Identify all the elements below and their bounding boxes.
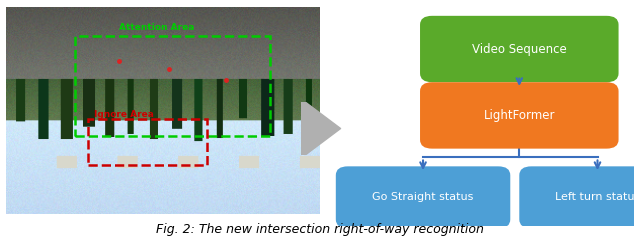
FancyBboxPatch shape (420, 82, 618, 149)
Text: Attention Area: Attention Area (119, 23, 195, 32)
Text: Ignore Area: Ignore Area (94, 110, 154, 119)
FancyBboxPatch shape (336, 166, 510, 228)
Text: Go Straight status: Go Straight status (372, 192, 474, 202)
FancyArrowPatch shape (207, 29, 340, 228)
Text: LightFormer: LightFormer (484, 109, 555, 122)
Text: Left turn status: Left turn status (555, 192, 640, 202)
Text: Fig. 2: The new intersection right-of-way recognition: Fig. 2: The new intersection right-of-wa… (156, 223, 484, 236)
Bar (88, 119, 207, 164)
FancyBboxPatch shape (519, 166, 640, 228)
Bar (76, 36, 270, 135)
Text: Video Sequence: Video Sequence (472, 43, 566, 55)
FancyBboxPatch shape (420, 16, 618, 82)
